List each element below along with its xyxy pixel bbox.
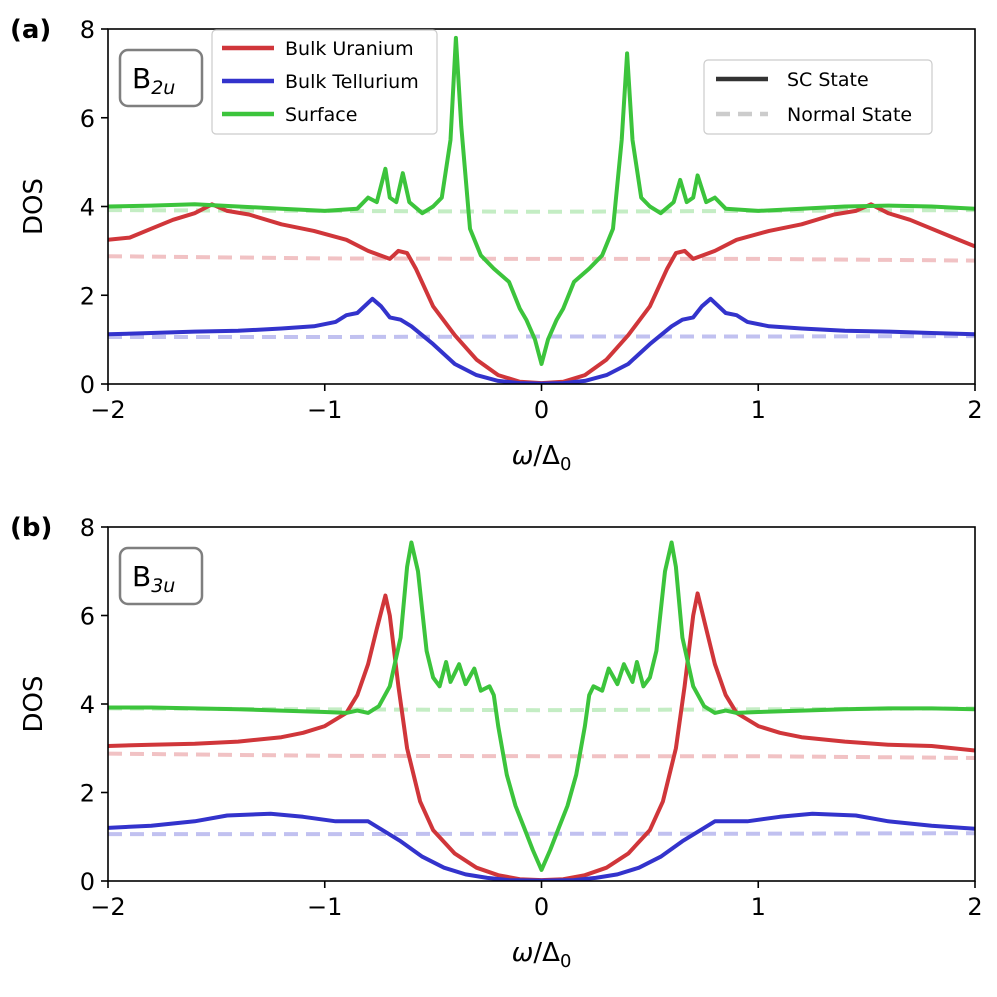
- y-tick-label: 4: [80, 194, 95, 222]
- legend-label: Bulk Tellurium: [285, 71, 419, 93]
- symmetry-label: B3u: [132, 560, 175, 597]
- x-tick-label: 2: [967, 396, 982, 424]
- legend-label: Normal State: [787, 104, 912, 126]
- y-tick-label: 6: [80, 603, 95, 631]
- x-tick-label: 1: [751, 396, 766, 424]
- y-tick-label: 8: [80, 514, 95, 542]
- symmetry-box: [118, 48, 204, 108]
- x-axis-title: ω/Δ0: [512, 441, 572, 475]
- y-axis-title: DOS: [19, 676, 49, 733]
- x-axis-title-sub: 0: [560, 454, 571, 475]
- symmetry-box: [118, 546, 204, 606]
- x-axis-title-omega: ω: [512, 938, 534, 968]
- series-line-bulk-tellurium-sc: [108, 296, 975, 384]
- y-axis-title: DOS: [19, 178, 49, 235]
- x-axis-title-omega: ω: [512, 441, 534, 471]
- plot-frame: [107, 526, 976, 882]
- x-tick-label: 2: [967, 893, 982, 921]
- panel-label: (a): [10, 15, 51, 45]
- y-tick-label: 0: [80, 868, 95, 896]
- series-line-bulk-uranium-normal: [108, 751, 975, 760]
- symmetry-main: B: [132, 62, 151, 95]
- x-tick-label: −2: [90, 396, 125, 424]
- x-axis-title-sub: 0: [560, 951, 571, 972]
- legend-label: Bulk Uranium: [285, 38, 414, 60]
- series-line-surface-sc: [108, 540, 975, 872]
- x-tick-label: 1: [751, 893, 766, 921]
- x-axis-title-slash: /Δ: [533, 938, 560, 968]
- legend-label: Surface: [285, 104, 357, 126]
- y-tick-label: 4: [80, 691, 95, 719]
- series-line-surface-normal: [108, 208, 975, 214]
- series-line-surface-sc: [108, 35, 975, 366]
- series-line-bulk-tellurium-normal: [108, 334, 975, 339]
- series-line-bulk-tellurium-normal: [108, 831, 975, 837]
- x-axis-title: ω/Δ0: [512, 938, 572, 972]
- y-tick-label: 2: [80, 282, 95, 310]
- symmetry-main: B: [132, 560, 151, 593]
- y-tick-label: 8: [80, 16, 95, 44]
- legend-series-box: [211, 29, 438, 135]
- x-tick-label: −1: [307, 396, 342, 424]
- series-line-bulk-uranium-normal: [108, 254, 975, 263]
- x-tick-label: −2: [90, 893, 125, 921]
- x-tick-label: −1: [307, 893, 342, 921]
- y-tick-label: 2: [80, 780, 95, 808]
- x-tick-label: 0: [534, 893, 549, 921]
- x-axis-title-slash: /Δ: [533, 441, 560, 471]
- symmetry-sub: 2u: [151, 77, 175, 99]
- legend-label: SC State: [787, 69, 869, 91]
- y-tick-label: 0: [80, 371, 95, 399]
- y-tick-label: 6: [80, 105, 95, 133]
- symmetry-label: B2u: [132, 62, 175, 99]
- x-tick-label: 0: [534, 396, 549, 424]
- symmetry-sub: 3u: [151, 575, 175, 597]
- series-line-bulk-uranium-sc: [108, 591, 975, 881]
- panel-label: (b): [10, 513, 52, 543]
